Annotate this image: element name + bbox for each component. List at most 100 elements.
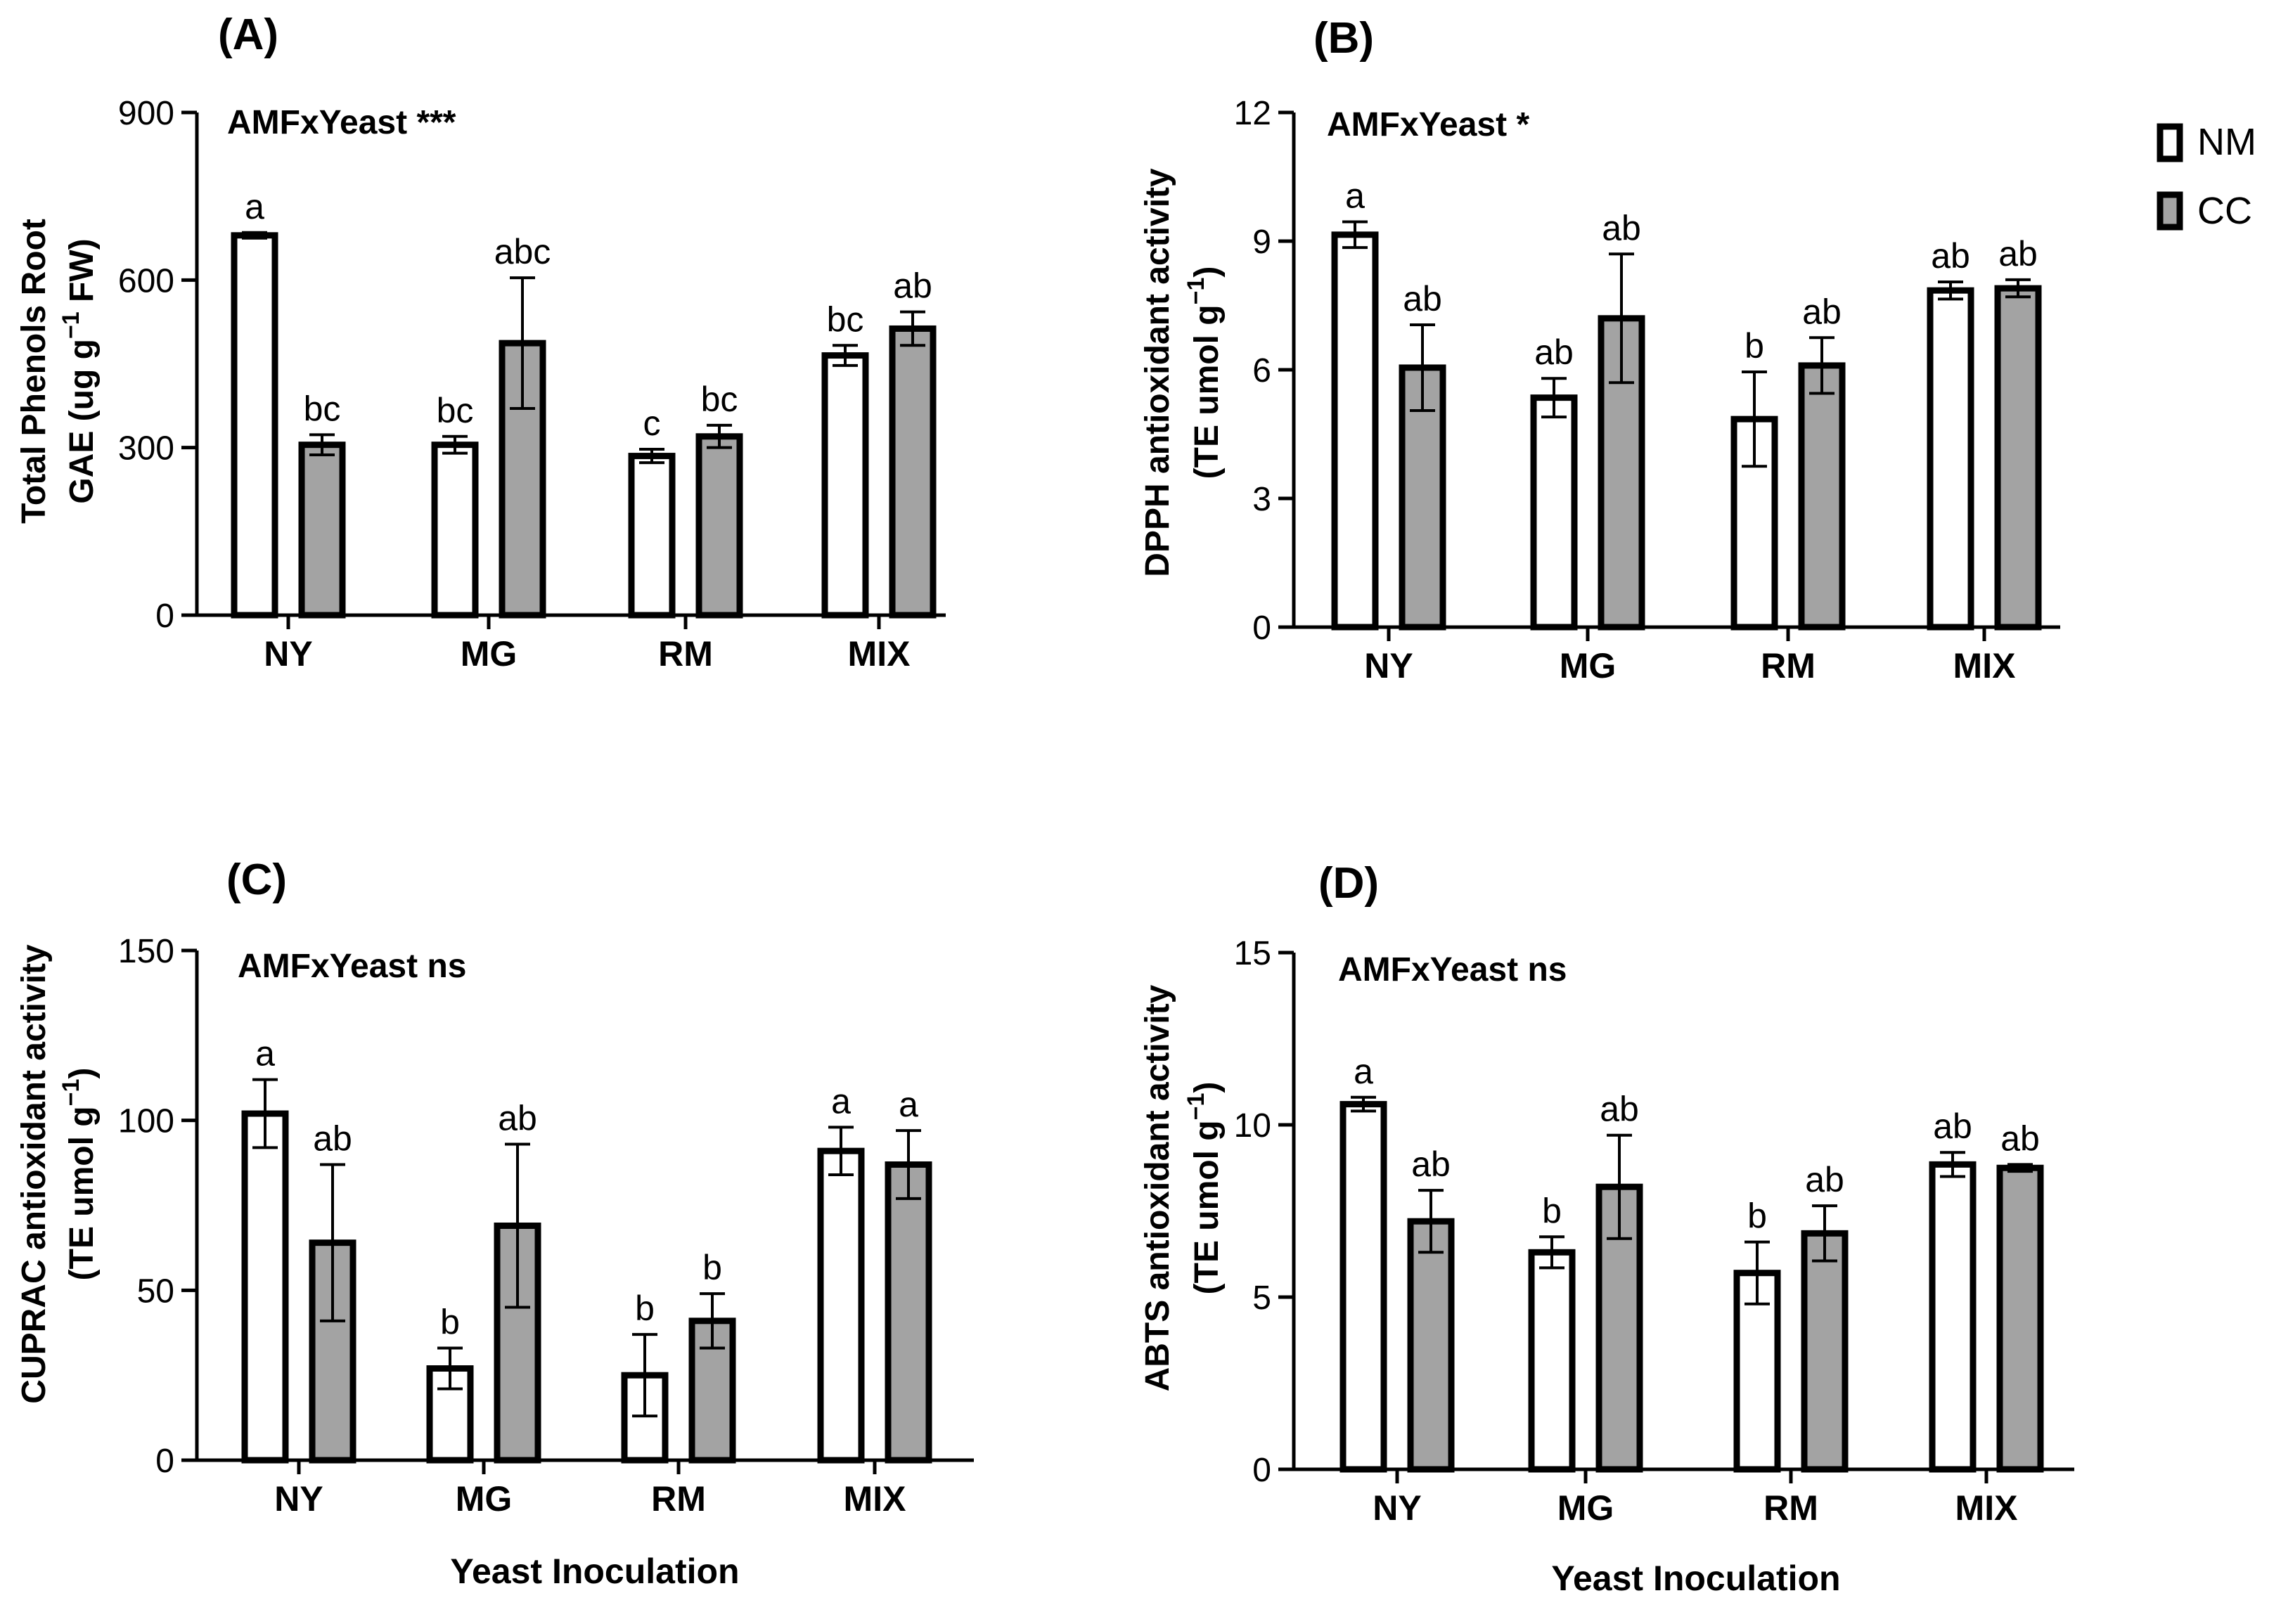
significance-letter: a [1345,176,1365,216]
y-axis-label-line1: Total Phenols Root [15,219,53,524]
significance-letter: ab [1534,333,1574,372]
y-axis-label-line1: ABTS antioxidant activity [1139,984,1176,1391]
y-axis-label-suffix: ) [1188,266,1226,278]
y-axis-label-suffix: ) [63,1068,101,1079]
y-tick-label: 900 [118,95,174,132]
significance-letter: b [1542,1191,1562,1230]
x-tick-label: RM [1761,646,1816,685]
bar-cc [1798,362,1846,631]
interaction-annotation: AMFxYeast *** [227,104,456,141]
significance-letter: b [1747,1197,1767,1236]
y-axis-label-suffix: ) [1188,1082,1226,1093]
x-tick-label: NY [1364,646,1413,685]
y-axis-label-superscript: −1 [58,1079,84,1107]
y-axis-label-line2: (TE umol g−1) [58,1068,101,1281]
significance-letter: bc [437,391,474,430]
significance-letter: ab [893,266,932,306]
significance-letter: bc [701,380,738,419]
y-axis-label-superscript: −1 [58,311,84,339]
significance-letter: b [702,1248,722,1287]
significance-letter: ab [1998,234,2038,273]
y-axis-label-superscript: −1 [1183,1093,1209,1121]
bar-cc [695,433,743,619]
y-tick-label: 50 [137,1272,174,1310]
bar-nm [1929,1161,1977,1473]
y-tick-label: 0 [1252,1452,1271,1489]
significance-letter: bc [827,299,864,339]
y-axis-label-prefix: (TE umol g [1188,304,1226,479]
bar-nm [431,442,479,619]
significance-letter: ab [1805,1160,1844,1199]
x-tick-label: MIX [848,634,911,674]
y-tick-label: 3 [1252,481,1271,518]
panel-label: (A) [218,11,278,59]
interaction-annotation: AMFxYeast ns [1338,951,1567,988]
panel-label: (C) [226,856,287,904]
y-axis-label-line2: GAE (ug g−1 FW) [58,238,101,503]
y-tick-label: 100 [118,1103,174,1140]
y-tick-label: 12 [1234,95,1271,132]
y-tick-label: 150 [118,933,174,970]
x-tick-label: NY [274,1479,323,1519]
x-tick-label: MG [456,1479,513,1519]
bar-nm [821,352,869,619]
panel-label: (B) [1313,14,1374,63]
significance-letter: ab [2000,1119,2040,1158]
y-tick-label: 9 [1252,224,1271,261]
bar-cc [1994,285,2042,631]
bar-nm [231,232,278,619]
significance-letter: ab [1403,279,1442,318]
y-axis-label-line2: (TE umol g−1) [1183,266,1226,479]
x-tick-label: RM [651,1479,706,1519]
bar-nm [1927,287,1974,631]
x-tick-label: MIX [1955,1488,2018,1528]
bar-cc [889,325,937,619]
y-axis-label-line1: DPPH antioxidant activity [1139,168,1176,577]
panel-label: (D) [1318,859,1379,908]
significance-letter: c [643,404,661,443]
significance-letter: ab [1802,292,1842,331]
x-axis-label: Yeast Inoculation [1551,1559,1840,1598]
bar-cc [298,442,346,619]
significance-letter: a [255,1034,275,1074]
x-tick-label: NY [264,634,312,674]
significance-letter: ab [1933,1107,1972,1146]
y-axis-label-suffix: FW) [63,238,101,311]
significance-letter: b [635,1289,655,1328]
significance-letter: bc [304,389,341,428]
bar-nm [621,1372,669,1464]
y-axis-label-superscript: −1 [1183,278,1209,305]
significance-letter: ab [1602,208,1641,247]
bar-nm [1733,1270,1781,1473]
y-tick-label: 15 [1234,935,1271,972]
significance-letter: ab [1931,236,1970,276]
x-tick-label: NY [1373,1488,1421,1528]
y-tick-label: 0 [155,598,174,635]
x-tick-label: MG [1557,1488,1614,1528]
significance-letter: a [899,1085,918,1124]
bar-cc [1996,1164,2044,1473]
significance-letter: b [440,1303,460,1342]
legend-swatch-cc [2157,191,2183,231]
legend-label-cc: CC [2197,190,2252,232]
x-tick-label: MG [1560,646,1617,685]
bar-nm [1331,231,1379,631]
x-tick-label: MIX [844,1479,906,1519]
significance-letter: ab [1411,1145,1451,1184]
significance-letter: a [831,1081,851,1121]
y-tick-label: 6 [1252,352,1271,389]
legend-label-nm: NM [2197,121,2256,163]
bar-nm [241,1110,289,1464]
bar-nm [817,1147,865,1464]
y-tick-label: 5 [1252,1280,1271,1317]
bar-cc [885,1161,932,1464]
x-tick-label: RM [1763,1488,1818,1528]
bar-nm [1530,394,1578,631]
y-tick-label: 0 [1252,610,1271,647]
